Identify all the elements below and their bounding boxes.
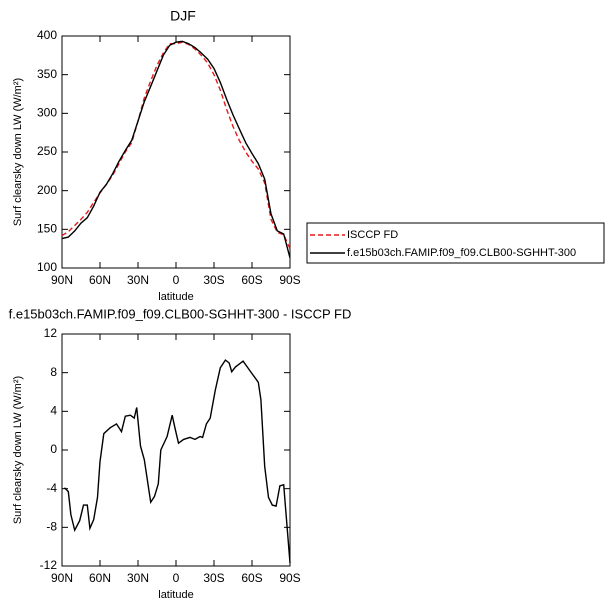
chart-title: DJF xyxy=(170,8,196,24)
plot-frame xyxy=(61,333,291,567)
y-tick-label: -8 xyxy=(46,520,57,534)
x-axis-label: latitude xyxy=(158,589,193,601)
x-tick-label: 0 xyxy=(173,273,180,287)
y-tick-label: 100 xyxy=(37,260,57,274)
legend-box xyxy=(306,222,605,264)
y-tick-label: 200 xyxy=(37,183,57,197)
x-tick-label: 60N xyxy=(89,273,111,287)
legend-label: ISCCP FD xyxy=(347,229,398,241)
y-tick-label: 12 xyxy=(44,326,58,340)
legend-label: f.e15b03ch.FAMIP.f09_f09.CLB00-SGHHT-300 xyxy=(347,247,576,259)
y-tick-label: 4 xyxy=(50,404,57,418)
y-tick-label: -4 xyxy=(46,481,57,495)
x-tick-label: 90S xyxy=(279,273,300,287)
x-tick-label: 60S xyxy=(241,273,262,287)
x-tick-label: 0 xyxy=(173,571,180,585)
y-tick-label: 8 xyxy=(50,365,57,379)
x-tick-label: 30S xyxy=(203,273,224,287)
y-tick-label: 0 xyxy=(50,442,57,456)
y-tick-label: 250 xyxy=(37,144,57,158)
y-axis-label: Surf clearsky down LW (W/m²) xyxy=(12,376,24,524)
x-tick-label: 30S xyxy=(203,571,224,585)
y-tick-label: 350 xyxy=(37,67,57,81)
x-tick-label: 60S xyxy=(241,571,262,585)
x-axis-label: latitude xyxy=(158,291,193,303)
plot-frame xyxy=(61,35,291,269)
y-tick-label: -12 xyxy=(40,558,58,572)
y-tick-label: 150 xyxy=(37,222,57,236)
y-axis-label: Surf clearsky down LW (W/m²) xyxy=(12,78,24,226)
x-tick-label: 30N xyxy=(127,571,149,585)
data-line xyxy=(61,41,291,249)
y-tick-label: 400 xyxy=(37,28,57,42)
data-line xyxy=(63,359,291,564)
y-tick-label: 300 xyxy=(37,106,57,120)
x-tick-label: 90S xyxy=(279,571,300,585)
x-tick-label: 90N xyxy=(51,273,73,287)
x-tick-label: 90N xyxy=(51,571,73,585)
x-tick-label: 60N xyxy=(89,571,111,585)
chart-title: f.e15b03ch.FAMIP.f09_f09.CLB00-SGHHT-300… xyxy=(9,306,352,321)
data-line xyxy=(61,40,291,259)
x-tick-label: 30N xyxy=(127,273,149,287)
